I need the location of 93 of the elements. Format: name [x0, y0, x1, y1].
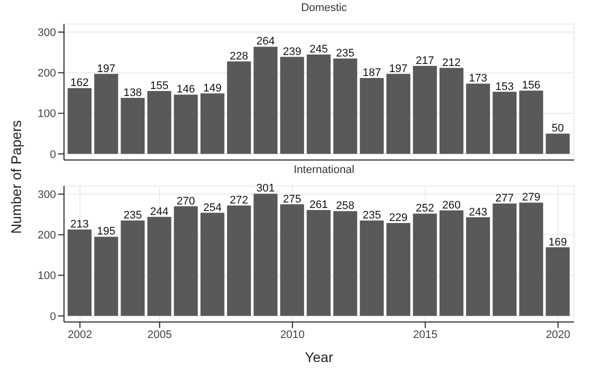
- data-label: 156: [522, 80, 540, 92]
- y-tick-label: 100: [38, 270, 56, 282]
- x-tick-label: 2002: [68, 328, 92, 341]
- bar: [227, 205, 251, 316]
- data-label: 239: [282, 46, 302, 58]
- bar: [519, 90, 544, 154]
- bar: [412, 66, 437, 154]
- data-label: 195: [96, 226, 116, 238]
- data-label: 162: [70, 77, 89, 90]
- bar: [94, 74, 118, 154]
- bar: [412, 214, 437, 316]
- y-tick-label: 0: [50, 148, 56, 161]
- data-label: 279: [522, 192, 540, 204]
- y-tick-label: 100: [38, 108, 56, 120]
- bar: [147, 90, 172, 154]
- bar: [120, 220, 145, 316]
- bar: [306, 210, 331, 316]
- data-label: 229: [389, 212, 408, 224]
- x-tick-label: 2005: [147, 328, 172, 341]
- data-label: 50: [552, 122, 564, 135]
- bar: [68, 229, 92, 316]
- bar: [147, 216, 172, 316]
- data-label: 254: [203, 202, 222, 214]
- bar: [280, 56, 304, 154]
- y-tick-label: 0: [50, 310, 56, 323]
- data-label: 277: [495, 192, 514, 204]
- y-tick-label: 200: [38, 230, 56, 242]
- bar: [546, 247, 570, 316]
- data-label: 153: [495, 80, 514, 93]
- data-label: 146: [176, 84, 196, 96]
- data-label: 260: [442, 199, 461, 212]
- data-label: 197: [96, 62, 116, 75]
- data-label: 245: [309, 43, 328, 56]
- data-label: 275: [282, 193, 302, 206]
- data-label: 155: [150, 80, 168, 92]
- bar: [120, 98, 145, 154]
- bar: [306, 54, 331, 154]
- y-tick-label: 300: [38, 27, 56, 40]
- bar: [254, 46, 278, 154]
- bar: [360, 78, 384, 154]
- data-label: 258: [336, 200, 354, 212]
- data-label: 212: [442, 56, 461, 69]
- x-tick-label: 2015: [413, 328, 438, 341]
- bar: [492, 203, 517, 316]
- data-label: 149: [203, 82, 222, 94]
- data-label: 217: [416, 54, 434, 67]
- bar: [386, 74, 410, 154]
- data-label: 235: [362, 210, 381, 222]
- data-label: 252: [416, 202, 434, 215]
- bar: [200, 93, 224, 154]
- y-tick-label: 300: [38, 189, 56, 202]
- data-label: 270: [176, 195, 196, 208]
- bar: [280, 204, 304, 316]
- bar: [440, 68, 464, 154]
- data-label: 244: [150, 206, 168, 218]
- data-label: 261: [309, 198, 328, 211]
- bar: [466, 84, 490, 154]
- bar: [174, 94, 198, 154]
- data-label: 243: [468, 206, 488, 218]
- data-label: 173: [468, 72, 488, 85]
- data-label: 138: [124, 86, 142, 99]
- bar: [546, 134, 570, 154]
- data-label: 169: [548, 236, 567, 248]
- bar: [200, 212, 224, 316]
- bar: [94, 236, 118, 316]
- bar: [254, 194, 278, 316]
- data-label: 235: [336, 48, 354, 60]
- data-label: 213: [70, 218, 89, 230]
- y-axis-title: Number of Papers: [8, 120, 24, 234]
- bar: [466, 217, 490, 316]
- bar: [333, 211, 358, 316]
- bar: [492, 92, 517, 154]
- bar: [519, 202, 544, 316]
- bar: [386, 222, 410, 316]
- bar: [174, 206, 198, 316]
- bar: [440, 210, 464, 316]
- y-tick-label: 200: [38, 68, 56, 80]
- data-label: 301: [256, 182, 275, 195]
- bar: [333, 58, 358, 154]
- bar: [68, 88, 92, 154]
- data-label: 187: [362, 66, 381, 79]
- bar: [227, 61, 251, 154]
- data-label: 197: [389, 62, 408, 75]
- x-tick-label: 2020: [546, 328, 570, 341]
- data-label: 264: [256, 36, 275, 48]
- data-label: 272: [230, 194, 248, 206]
- data-label: 228: [230, 50, 248, 62]
- x-axis-title: Year: [304, 349, 334, 365]
- bar: [360, 220, 384, 316]
- data-label: 235: [124, 210, 142, 222]
- chart-title: Domestic: [300, 2, 348, 14]
- x-tick-label: 2010: [280, 328, 305, 341]
- chart-title: International: [292, 164, 356, 176]
